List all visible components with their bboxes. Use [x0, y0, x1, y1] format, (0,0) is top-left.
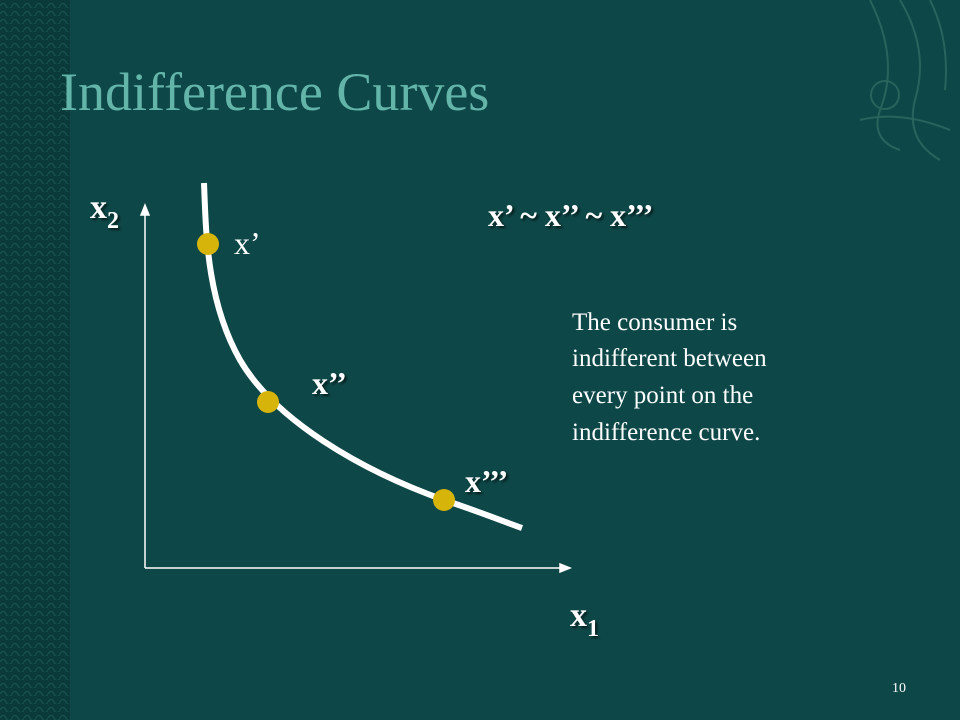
description-line: The consumer is [572, 309, 737, 336]
point-label: x’’ [312, 365, 347, 401]
relation: x’ ~ x’’ ~ x’’’ [488, 197, 653, 233]
description: The consumer is indifferent between ever… [572, 309, 767, 446]
slide-number: 10 [892, 681, 906, 696]
axes [139, 202, 573, 574]
y-arrow [139, 202, 151, 216]
y-axis-base: x [90, 189, 107, 226]
side-strip [0, 0, 70, 720]
point [257, 391, 279, 413]
title: Indifference Curves [60, 62, 489, 122]
description-line: indifference curve. [572, 419, 760, 446]
point-label: x’’’ [465, 463, 508, 499]
point [433, 489, 455, 511]
x-axis-sub: 1 [587, 616, 599, 642]
y-axis-label: x2 [90, 189, 119, 234]
x-axis-base: x [570, 597, 587, 634]
y-axis-sub: 2 [107, 208, 119, 234]
x-arrow [559, 562, 573, 574]
x-axis-label: x1 [570, 597, 599, 642]
point-label: x’ [234, 225, 261, 261]
ornament [859, 0, 951, 161]
description-line: indifferent between [572, 345, 767, 372]
indifference-curve [201, 182, 523, 531]
description-line: every point on the [572, 382, 753, 409]
point [197, 233, 219, 255]
